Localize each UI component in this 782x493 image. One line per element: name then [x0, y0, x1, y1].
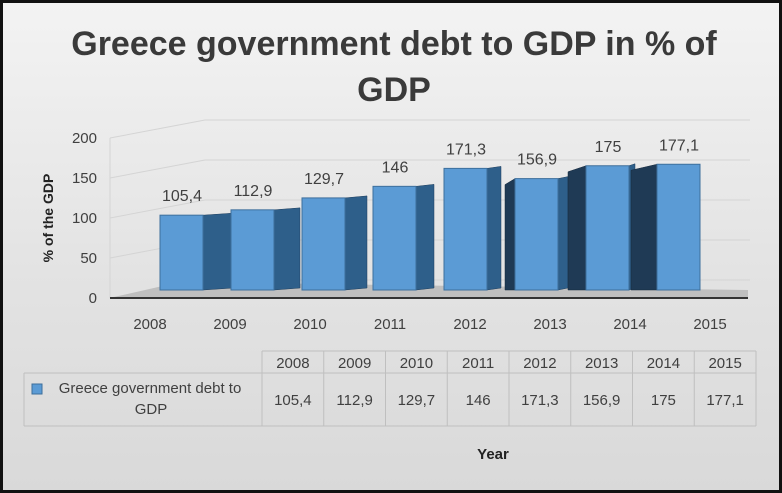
y-tick-label: 100	[72, 210, 97, 227]
data-label: 129,7	[304, 171, 344, 188]
data-label: 177,1	[659, 137, 699, 154]
table-header-cell: 2015	[708, 355, 741, 372]
x-tick-label: 2015	[693, 316, 726, 333]
chart-area: 0 50 100 150 200 % of the GDP 105,4 2008 112,9 20…	[23, 119, 757, 463]
y-tick-label: 0	[89, 290, 97, 307]
bar-side	[273, 207, 301, 291]
table-header-cell: 2008	[276, 355, 309, 372]
gridline-diag	[109, 119, 206, 139]
bar	[585, 165, 630, 291]
bar-left-side	[567, 165, 587, 291]
gridline-diag	[109, 159, 206, 179]
x-tick-label: 2013	[533, 316, 566, 333]
chart-title: Greece government debt to GDP in % of GD…	[71, 25, 717, 109]
x-axis-title: Year	[477, 446, 509, 463]
legend-series-name-line: Greece government debt to	[59, 380, 242, 397]
x-tick-label: 2011	[374, 316, 406, 333]
table-header-cell: 2014	[647, 355, 680, 372]
data-label: 171,3	[446, 141, 486, 158]
y-tick-label: 150	[72, 170, 97, 187]
x-tick-label: 2014	[613, 316, 646, 333]
bar-left-side	[504, 178, 516, 291]
bar-side	[557, 176, 569, 291]
table-value-cell: 129,7	[398, 392, 436, 409]
y-tick-label: 200	[72, 130, 97, 147]
x-tick-label: 2008	[133, 316, 166, 333]
y-axis-title: % of the GDP	[40, 174, 56, 263]
x-tick-label: 2012	[453, 316, 486, 333]
table-value-cell: 156,9	[583, 392, 621, 409]
table-value-cell: 171,3	[521, 392, 559, 409]
table-value-cell: 112,9	[336, 392, 372, 409]
legend-series-name-line: GDP	[135, 401, 168, 418]
data-label: 175	[595, 139, 622, 156]
table-value-cell: 105,4	[274, 392, 312, 409]
table-value-cell: 146	[466, 392, 491, 409]
y-tick-label: 50	[80, 250, 97, 267]
data-label: 156,9	[517, 152, 557, 169]
bar	[159, 214, 204, 291]
bar-left-side	[630, 163, 658, 291]
table-header-cell: 2013	[585, 355, 618, 372]
gridline-diag	[109, 199, 206, 219]
bar	[301, 197, 346, 291]
bar	[443, 167, 488, 291]
table-header-cell: 2009	[338, 355, 371, 372]
bar	[656, 163, 701, 291]
bar	[230, 209, 275, 291]
legend-key	[31, 383, 43, 395]
bar-side	[202, 212, 234, 291]
table-value-cell: 175	[651, 392, 676, 409]
bar-side	[486, 166, 502, 291]
table-value-cell: 177,1	[706, 392, 744, 409]
bar	[514, 178, 559, 291]
data-label: 146	[382, 159, 409, 176]
table-header-cell: 2012	[523, 355, 556, 372]
x-tick-label: 2009	[213, 316, 246, 333]
bar-side	[344, 195, 368, 291]
bar-side	[415, 184, 435, 291]
data-label: 112,9	[234, 183, 273, 200]
table-header-cell: 2010	[400, 355, 433, 372]
table-header-cell: 2011	[462, 355, 494, 372]
legend-series-name: Greece government debt to GDP	[59, 380, 242, 418]
data-label: 105,4	[162, 188, 202, 205]
bar	[372, 185, 417, 291]
x-tick-label: 2010	[293, 316, 326, 333]
